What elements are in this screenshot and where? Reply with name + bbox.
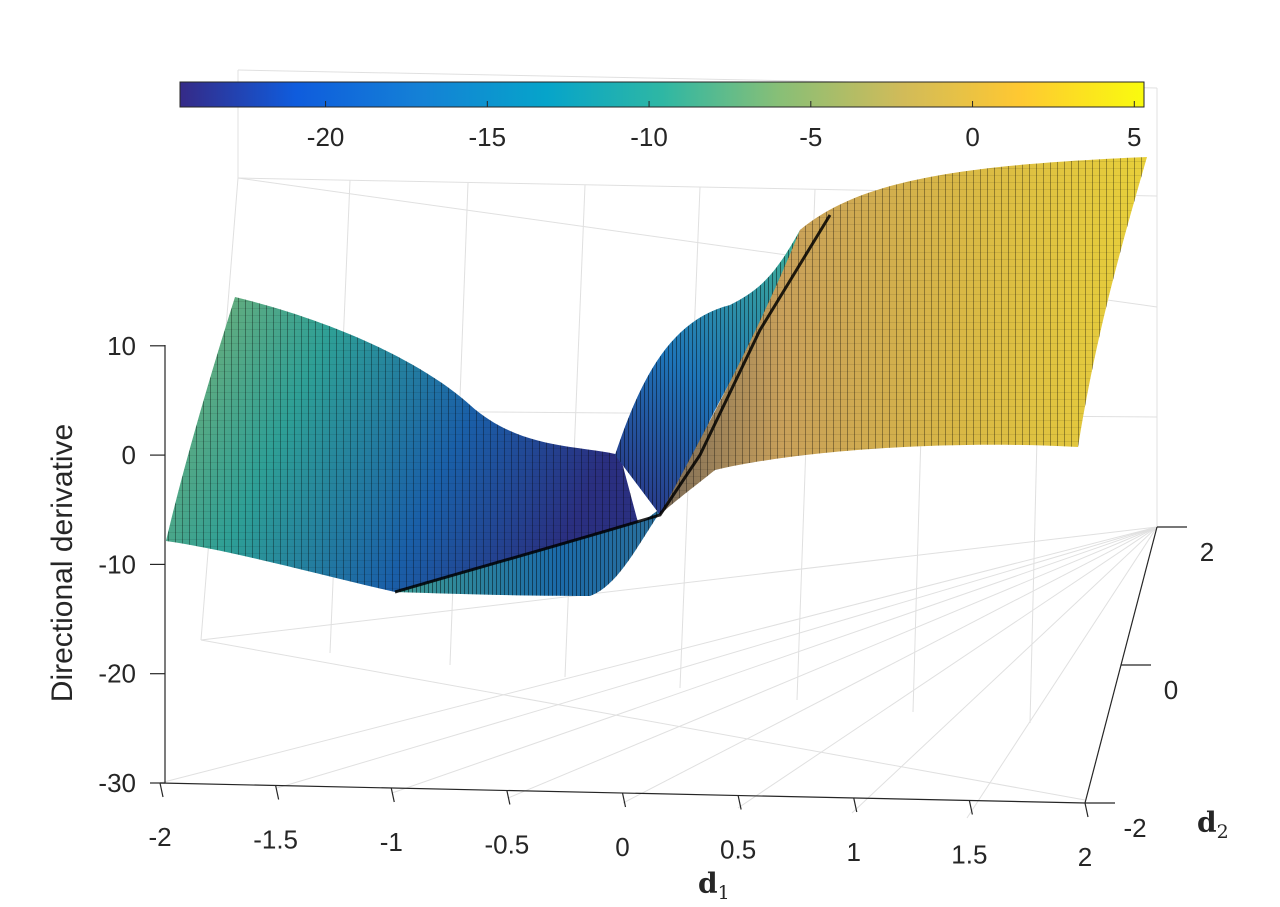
- colorbar-tick-label: 0: [965, 122, 979, 152]
- z-tick-label: 10: [107, 331, 136, 361]
- z-tick-label: 0: [122, 440, 136, 470]
- x-axis-title: d1: [698, 867, 730, 904]
- x-tick-mark: [621, 792, 627, 808]
- surface-mesh: [166, 157, 1147, 596]
- colorbar-tick-label: -20: [307, 122, 345, 152]
- x-tick-mark: [275, 785, 280, 800]
- colorbar-tick-label: -5: [799, 122, 822, 152]
- colorbar-tick-label: -10: [630, 122, 668, 152]
- colorbar-gradient: [179, 81, 1145, 108]
- x-tick-label: -1: [380, 827, 403, 857]
- x-tick-mark: [737, 795, 742, 810]
- colorbar: -20 -15 -10 -5 0 5: [179, 81, 1145, 152]
- z-tick-label: -30: [98, 768, 136, 798]
- x-ticks: -2 -1.5 -1 -0.5 0 0.5 1 1.5 2: [148, 782, 1092, 872]
- x-tick-mark: [853, 797, 858, 813]
- x-tick-mark: [968, 800, 973, 815]
- y-tick-label: -2: [1123, 813, 1146, 843]
- z-tick-label: -10: [98, 549, 136, 579]
- surface-right-sheet-mesh: [660, 157, 1147, 515]
- surface-left-sheet-mesh: [166, 297, 640, 592]
- y-axis-title: d2: [1197, 806, 1229, 843]
- colorbar-tick-label: 5: [1127, 122, 1141, 152]
- x-tick-mark: [159, 782, 164, 798]
- x-tick-label: 2: [1078, 842, 1092, 872]
- x-tick-mark: [1084, 802, 1089, 818]
- colorbar-tick-label: -15: [469, 122, 507, 152]
- surface-crease-line: [394, 214, 832, 594]
- z-axis-title: Directional derivative: [46, 424, 79, 702]
- z-tick-label: -20: [98, 659, 136, 689]
- x-tick-label: -2: [148, 822, 171, 852]
- x-tick-mark: [506, 790, 511, 805]
- x-tick-label: 0: [615, 832, 629, 862]
- x-tick-label: -0.5: [484, 830, 529, 860]
- y-tick-label: 2: [1200, 537, 1214, 567]
- y-tick-label: 0: [1164, 675, 1178, 705]
- x-tick-label: -1.5: [253, 825, 298, 855]
- x-tick-label: 1: [847, 837, 861, 867]
- x-tick-mark: [390, 787, 395, 803]
- x-tick-label: 1.5: [951, 840, 987, 870]
- x-tick-label: 0.5: [720, 835, 756, 865]
- z-ticks: -30 -20 -10 0 10: [98, 331, 165, 798]
- colorbar-ticks: -20 -15 -10 -5 0 5: [307, 101, 1142, 152]
- y-ticks: -2 0 2: [1085, 526, 1214, 843]
